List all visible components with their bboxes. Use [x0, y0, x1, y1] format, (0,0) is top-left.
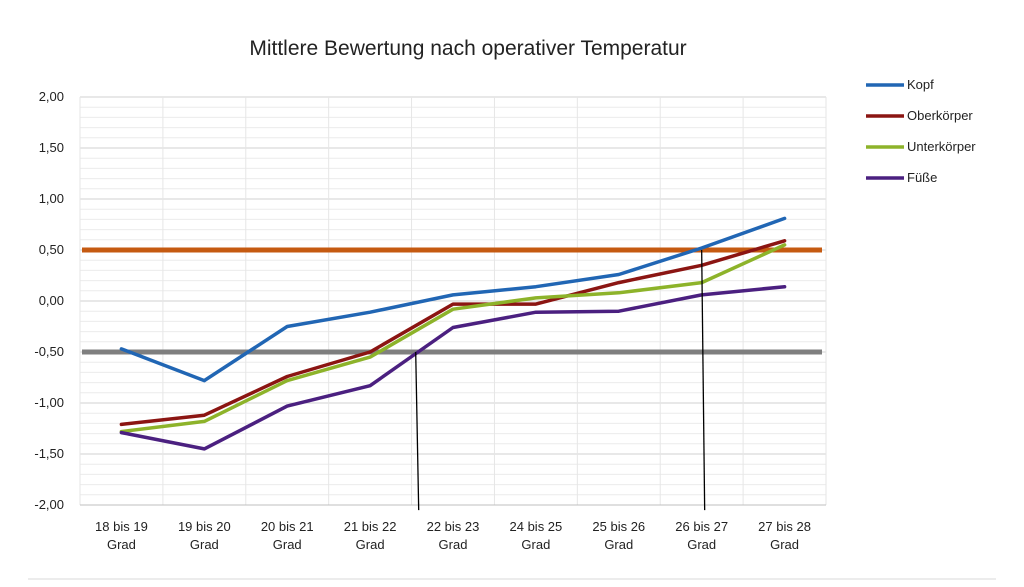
x-tick-label: 20 bis 21 Grad: [261, 519, 314, 552]
y-tick-label: 2,00: [39, 89, 64, 104]
legend-label: Füße: [907, 170, 937, 185]
x-tick-label-line: 19 bis 20: [178, 519, 231, 534]
x-tick-label-line: 25 bis 26: [592, 519, 645, 534]
series-lines: [119, 216, 787, 451]
x-tick-label: 27 bis 28 Grad: [758, 519, 811, 552]
x-tick-label: 25 bis 26 Grad: [592, 519, 645, 552]
marker-lines: [415, 249, 706, 511]
x-tick-label: 22 bis 23 Grad: [427, 519, 480, 552]
y-tick-label: -2,00: [34, 497, 64, 512]
legend-label: Unterkörper: [907, 139, 976, 154]
x-tick-label: 21 bis 22 Grad: [344, 519, 397, 552]
series-line: [119, 216, 787, 383]
x-tick-label-line: Grad: [687, 537, 716, 552]
y-tick-label: 0,50: [39, 242, 64, 257]
grid: [79, 96, 827, 506]
legend-label: Kopf: [907, 77, 934, 92]
series-line: [119, 239, 787, 427]
x-tick-label: 19 bis 20 Grad: [178, 519, 231, 552]
marker-line: [701, 249, 706, 511]
legend-item: Unterkörper: [866, 139, 976, 154]
series-line: [119, 243, 787, 434]
y-tick-label: -0,50: [34, 344, 64, 359]
y-tick-label: -1,00: [34, 395, 64, 410]
x-tick-label: 18 bis 19 Grad: [95, 519, 148, 552]
x-tick-label-line: 22 bis 23: [427, 519, 480, 534]
legend: Kopf Oberkörper Unterkörper Füße: [866, 77, 976, 185]
x-tick-label-line: 26 bis 27: [675, 519, 728, 534]
y-tick-label: 0,00: [39, 293, 64, 308]
legend-item: Oberkörper: [866, 108, 973, 123]
y-axis-ticks: 2,00 1,50 1,00 0,50 0,00 -0,50 -1,00 -1,50 -2,00: [34, 89, 64, 512]
x-tick-label: 26 bis 27 Grad: [675, 519, 728, 552]
y-tick-label: 1,00: [39, 191, 64, 206]
legend-item: Füße: [866, 170, 937, 185]
x-tick-label-line: 21 bis 22: [344, 519, 397, 534]
x-tick-label-line: Grad: [356, 537, 385, 552]
x-tick-label-line: 18 bis 19: [95, 519, 148, 534]
x-tick-label-line: Grad: [439, 537, 468, 552]
x-tick-label-line: Grad: [107, 537, 136, 552]
x-tick-label-line: 27 bis 28: [758, 519, 811, 534]
x-tick-label-line: Grad: [770, 537, 799, 552]
x-tick-label-line: Grad: [521, 537, 550, 552]
y-tick-label: 1,50: [39, 140, 64, 155]
x-tick-label-line: 24 bis 25: [510, 519, 563, 534]
x-tick-label: 24 bis 25 Grad: [510, 519, 563, 552]
legend-item: Kopf: [866, 77, 934, 92]
x-tick-label-line: Grad: [604, 537, 633, 552]
marker-line: [415, 351, 420, 511]
chart-title: Mittlere Bewertung nach operativer Tempe…: [249, 37, 686, 60]
series-line: [119, 284, 787, 451]
legend-label: Oberkörper: [907, 108, 973, 123]
y-tick-label: -1,50: [34, 446, 64, 461]
x-tick-label-line: Grad: [273, 537, 302, 552]
x-tick-label-line: 20 bis 21: [261, 519, 314, 534]
x-tick-label-line: Grad: [190, 537, 219, 552]
